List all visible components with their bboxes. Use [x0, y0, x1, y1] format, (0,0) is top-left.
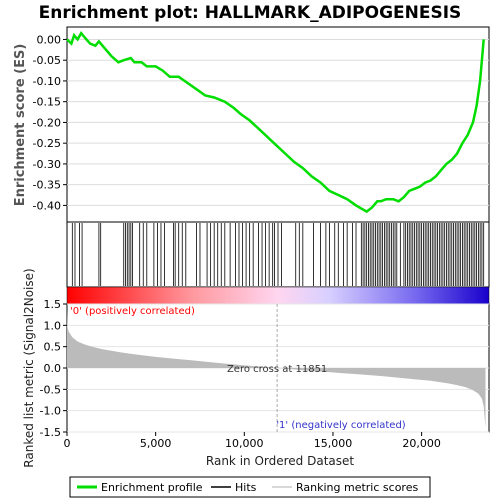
chart-title: Enrichment plot: HALLMARK_ADIPOGENESIS [39, 3, 462, 23]
metric-y-axis-label: Ranked list metric (Signal2Noise) [22, 268, 36, 467]
legend-label-hits: Hits [235, 481, 257, 494]
rank-gradient-bar [66, 286, 490, 305]
metric-grid [67, 303, 489, 433]
es-y-axis-label: Enrichment score (ES) [13, 44, 28, 207]
es-profile-line [66, 31, 485, 214]
metric-y-axis-ticks: 1.5 1.0 0.5 0.0 -0.5 -1.0 -1.5 [40, 298, 67, 439]
negative-correlated-label: '1' (negatively correlated) [276, 420, 405, 431]
es-ytick-label: 0.00 [37, 33, 62, 46]
es-ytick-label: -0.10 [33, 75, 61, 88]
es-ytick-label: -0.20 [33, 116, 61, 129]
es-ytick-label: -0.15 [33, 96, 61, 109]
metric-area [67, 308, 486, 428]
positive-correlated-label: '0' (positively correlated) [70, 306, 195, 317]
x-tick-label: 15,000 [314, 437, 353, 450]
metric-ytick-label: -0.5 [40, 383, 61, 396]
hits-group [71, 223, 485, 286]
zero-cross-label: Zero cross at 11851 [227, 364, 327, 375]
x-tick-label: 0 [64, 437, 71, 450]
legend-label-metric: Ranking metric scores [296, 481, 418, 494]
legend-box [69, 476, 431, 498]
es-ytick-label: -0.35 [33, 179, 61, 192]
es-grid [67, 38, 489, 206]
metric-ytick-label: 0.5 [44, 341, 62, 354]
legend-label-enrichment: Enrichment profile [101, 481, 203, 494]
metric-ytick-label: 1.0 [44, 319, 62, 332]
es-ytick-label: -0.25 [33, 137, 61, 150]
es-y-axis-ticks: 0.00 -0.05 -0.10 -0.15 -0.20 -0.25 -0.30 -0.35 -… [33, 33, 67, 212]
x-tick-label: 20,000 [402, 437, 441, 450]
metric-ytick-label: -1.5 [40, 426, 61, 439]
x-tick-label: 10,000 [225, 437, 264, 450]
metric-ytick-label: -1.0 [40, 405, 61, 418]
es-ytick-label: -0.05 [33, 54, 61, 67]
x-axis-label: Rank in Ordered Dataset [206, 454, 354, 468]
x-axis-ticks: 0 5,000 10,000 15,000 20,000 [64, 432, 441, 450]
es-ytick-label: -0.30 [33, 158, 61, 171]
metric-ytick-label: 0.0 [44, 362, 62, 375]
es-panel-frame [66, 26, 490, 223]
x-tick-label: 5,000 [140, 437, 172, 450]
metric-ytick-label: 1.5 [44, 298, 62, 311]
es-ytick-label: -0.40 [33, 199, 61, 212]
